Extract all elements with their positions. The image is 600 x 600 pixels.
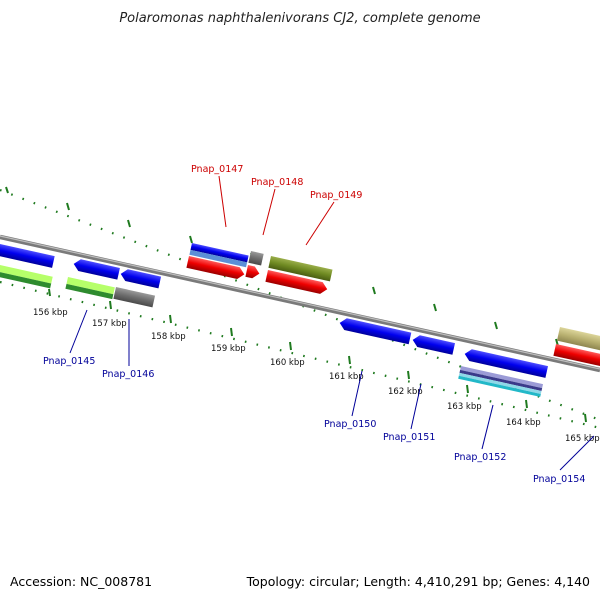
outer-major-tick: [5, 186, 9, 194]
inner-major-tick: [407, 370, 410, 380]
gene-pnap-0146-arrow[interactable]: [119, 268, 162, 289]
tick-label: 159 kbp: [211, 344, 246, 354]
gene-label-pnap-0151[interactable]: Pnap_0151: [383, 432, 435, 443]
inner-major-tick: [466, 384, 469, 394]
tick-labels: 156 kbp 157 kbp 158 kbp 159 kbp 160 kbp …: [33, 308, 600, 444]
leader-line: [559, 435, 595, 471]
inner-major-tick: [169, 314, 172, 324]
tick-label: 163 kbp: [447, 402, 482, 412]
gene-pnap-0150-arrow[interactable]: [338, 317, 412, 345]
gene-label-pnap-0154[interactable]: Pnap_0154: [533, 474, 585, 485]
tick-label: 157 kbp: [92, 319, 127, 329]
leader-line: [218, 175, 227, 228]
leader-line: [262, 188, 276, 236]
map-title: Polaromonas naphthalenivorans CJ2, compl…: [119, 11, 480, 26]
gene-pnap-0147-feature[interactable]: [189, 243, 249, 268]
genome-backbone: [0, 234, 600, 373]
gene-pnap-0152-feature[interactable]: [458, 366, 544, 397]
outer-major-tick: [494, 321, 498, 330]
tick-label: 162 kbp: [388, 387, 423, 397]
genome-summary-text: Topology: circular; Length: 4,410,291 bp…: [246, 574, 590, 589]
leader-line: [305, 201, 335, 246]
gene-label-pnap-0152[interactable]: Pnap_0152: [454, 452, 506, 463]
leader-line: [481, 404, 494, 450]
genome-backbone-highlight: [0, 235, 600, 370]
gene-pnap-0147-arrow[interactable]: [186, 256, 245, 280]
reverse-strand-genes: [0, 244, 549, 397]
inner-tick-track: [0, 280, 600, 430]
accession-text: Accession: NC_008781: [10, 574, 152, 589]
gene-pnap-0148-feature[interactable]: [248, 251, 264, 266]
gene-forward-arrow[interactable]: [553, 344, 600, 370]
forward-strand-genes: [186, 243, 600, 370]
leader-line: [351, 370, 363, 417]
outer-major-tick: [372, 286, 376, 295]
inner-major-tick: [348, 355, 351, 365]
gene-pnap-0145-feature-left[interactable]: [0, 265, 53, 289]
gene-pnap-0149-arrow[interactable]: [265, 270, 328, 295]
gene-pnap-0146-feature[interactable]: [113, 287, 156, 308]
leader-line: [69, 309, 88, 354]
inner-major-tick: [525, 399, 528, 409]
outer-major-tick: [189, 235, 193, 244]
tick-label: 165 kbp: [565, 434, 600, 444]
gene-label-pnap-0145[interactable]: Pnap_0145: [43, 356, 95, 367]
tick-label: 158 kbp: [151, 332, 186, 342]
gene-pnap-0145-arrow[interactable]: [72, 258, 120, 280]
gene-label-pnap-0149[interactable]: Pnap_0149: [310, 190, 362, 201]
inner-major-tick: [48, 288, 51, 297]
gene-pnap-0148-arrow[interactable]: [245, 265, 260, 280]
gene-label-pnap-0150[interactable]: Pnap_0150: [324, 419, 376, 430]
gene-pnap-0151-arrow[interactable]: [411, 334, 456, 355]
gene-forward-feature[interactable]: [556, 327, 600, 352]
gene-pnap-0152-arrow[interactable]: [463, 348, 549, 378]
inner-major-tick: [289, 341, 292, 351]
gene-label-pnap-0146[interactable]: Pnap_0146: [102, 369, 154, 380]
tick-label: 164 kbp: [506, 418, 541, 428]
tick-label: 161 kbp: [329, 372, 364, 382]
tick-label: 160 kbp: [270, 358, 305, 368]
outer-major-tick: [66, 202, 70, 211]
gene-label-pnap-0148[interactable]: Pnap_0148: [251, 177, 303, 188]
gene-pnap-0145-feature[interactable]: [65, 277, 115, 300]
leader-line: [410, 383, 422, 430]
gene-pnap-0149-feature[interactable]: [268, 256, 333, 282]
inner-major-tick: [584, 413, 587, 423]
bottom-gene-labels: Pnap_0145 Pnap_0146 Pnap_0150 Pnap_0151 …: [43, 309, 595, 485]
inner-major-tick: [230, 327, 233, 337]
gene-reverse-left-arrow[interactable]: [0, 244, 55, 268]
outer-major-tick: [433, 303, 437, 312]
inner-major-tick: [109, 300, 112, 310]
tick-label: 156 kbp: [33, 308, 68, 318]
gene-label-pnap-0147[interactable]: Pnap_0147: [191, 164, 243, 175]
outer-major-tick: [127, 219, 131, 228]
top-gene-labels: Pnap_0147 Pnap_0148 Pnap_0149: [191, 164, 362, 246]
